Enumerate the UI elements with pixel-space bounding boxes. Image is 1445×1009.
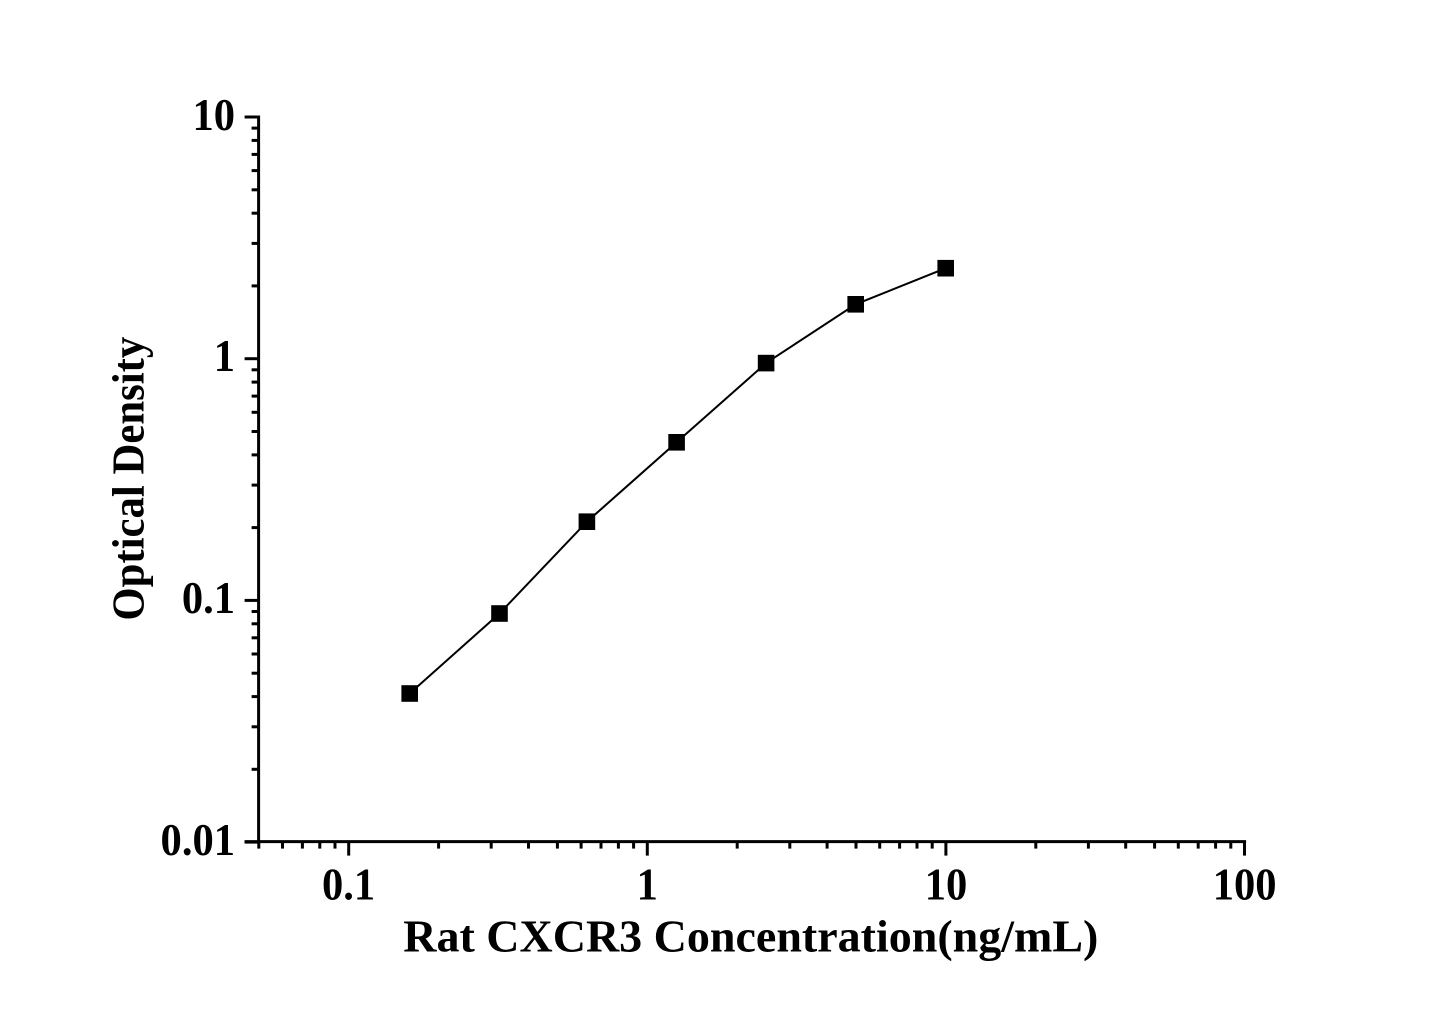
svg-text:1: 1 (637, 859, 658, 910)
svg-text:Optical Density: Optical Density (102, 337, 154, 621)
svg-text:1: 1 (214, 331, 235, 382)
svg-text:10: 10 (192, 90, 235, 141)
svg-text:Rat CXCR3 Concentration(ng/mL): Rat CXCR3 Concentration(ng/mL) (403, 910, 1098, 961)
svg-text:0.1: 0.1 (322, 859, 375, 910)
svg-text:100: 100 (1213, 859, 1277, 910)
svg-text:0.1: 0.1 (182, 572, 235, 623)
svg-text:10: 10 (925, 859, 968, 910)
svg-text:0.01: 0.01 (161, 815, 235, 866)
